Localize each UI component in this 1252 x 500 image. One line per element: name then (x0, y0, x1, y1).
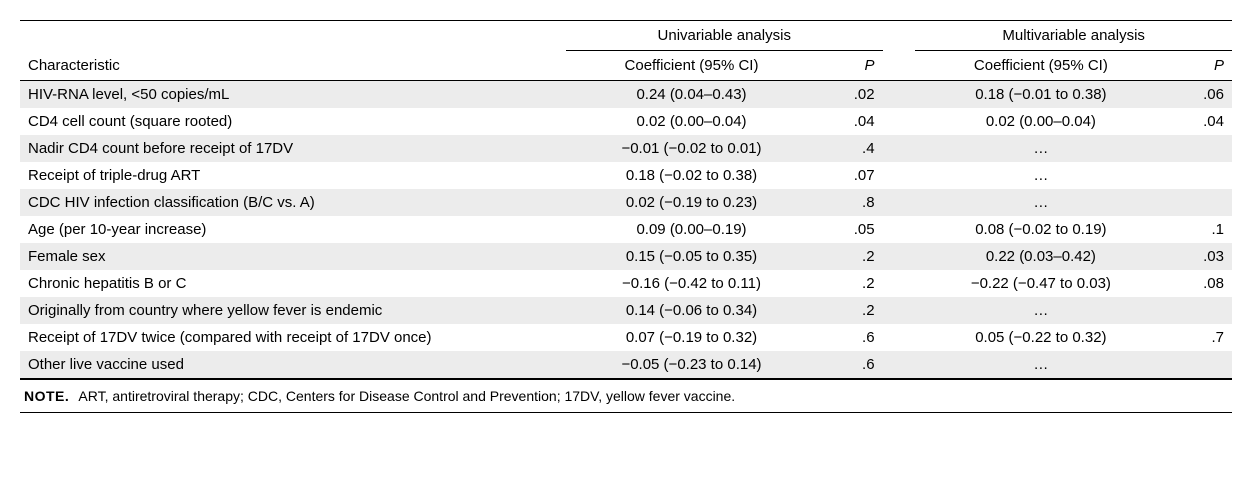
cell-uni-p: .2 (817, 297, 883, 324)
cell-characteristic: CD4 cell count (square rooted) (20, 108, 566, 135)
table-row: Female sex0.15 (−0.05 to 0.35).2 0.22 (0.… (20, 243, 1232, 270)
header-gap-2 (883, 51, 916, 81)
header-multi-p: P (1166, 51, 1232, 81)
cell-multi-coef: 0.05 (−0.22 to 0.32) (915, 324, 1166, 351)
cell-multi-coef: 0.22 (0.03–0.42) (915, 243, 1166, 270)
table-body: HIV-RNA level, <50 copies/mL0.24 (0.04–0… (20, 81, 1232, 379)
cell-uni-p: .02 (817, 81, 883, 109)
note-text: ART, antiretroviral therapy; CDC, Center… (78, 388, 735, 404)
cell-multi-p: .08 (1166, 270, 1232, 297)
header-characteristic: Characteristic (20, 51, 566, 81)
cell-multi-p (1166, 297, 1232, 324)
cell-multi-coef: 0.02 (0.00–0.04) (915, 108, 1166, 135)
cell-multi-p: .1 (1166, 216, 1232, 243)
cell-uni-p: .07 (817, 162, 883, 189)
cell-characteristic: HIV-RNA level, <50 copies/mL (20, 81, 566, 109)
cell-multi-p: .03 (1166, 243, 1232, 270)
cell-gap (883, 189, 916, 216)
header-multi-coef: Coefficient (95% CI) (915, 51, 1166, 81)
table-row: CD4 cell count (square rooted)0.02 (0.00… (20, 108, 1232, 135)
table-row: Chronic hepatitis B or C−0.16 (−0.42 to … (20, 270, 1232, 297)
cell-multi-coef: … (915, 351, 1166, 379)
cell-gap (883, 216, 916, 243)
cell-gap (883, 243, 916, 270)
table-head: Univariable analysis Multivariable analy… (20, 21, 1232, 81)
cell-gap (883, 162, 916, 189)
cell-uni-coef: 0.07 (−0.19 to 0.32) (566, 324, 817, 351)
cell-uni-coef: −0.16 (−0.42 to 0.11) (566, 270, 817, 297)
cell-multi-coef: 0.18 (−0.01 to 0.38) (915, 81, 1166, 109)
cell-gap (883, 351, 916, 379)
regression-table: Univariable analysis Multivariable analy… (20, 20, 1232, 413)
cell-uni-coef: −0.05 (−0.23 to 0.14) (566, 351, 817, 379)
cell-characteristic: Female sex (20, 243, 566, 270)
cell-characteristic: Receipt of triple-drug ART (20, 162, 566, 189)
cell-multi-coef: … (915, 189, 1166, 216)
cell-gap (883, 270, 916, 297)
table-row: Other live vaccine used−0.05 (−0.23 to 0… (20, 351, 1232, 379)
table-row: HIV-RNA level, <50 copies/mL0.24 (0.04–0… (20, 81, 1232, 109)
cell-characteristic: Nadir CD4 count before receipt of 17DV (20, 135, 566, 162)
cell-multi-coef: … (915, 135, 1166, 162)
table: Univariable analysis Multivariable analy… (20, 20, 1232, 379)
cell-gap (883, 297, 916, 324)
note-label: NOTE. (24, 388, 69, 404)
cell-gap (883, 81, 916, 109)
header-univariable: Univariable analysis (566, 21, 883, 51)
table-row: Receipt of 17DV twice (compared with rec… (20, 324, 1232, 351)
cell-uni-coef: −0.01 (−0.02 to 0.01) (566, 135, 817, 162)
table-row: Receipt of triple-drug ART0.18 (−0.02 to… (20, 162, 1232, 189)
cell-multi-p (1166, 162, 1232, 189)
cell-multi-coef: −0.22 (−0.47 to 0.03) (915, 270, 1166, 297)
cell-uni-coef: 0.18 (−0.02 to 0.38) (566, 162, 817, 189)
cell-characteristic: Chronic hepatitis B or C (20, 270, 566, 297)
cell-uni-p: .6 (817, 351, 883, 379)
cell-uni-p: .8 (817, 189, 883, 216)
cell-gap (883, 135, 916, 162)
cell-characteristic: CDC HIV infection classification (B/C vs… (20, 189, 566, 216)
table-note: NOTE. ART, antiretroviral therapy; CDC, … (20, 380, 1232, 412)
cell-uni-coef: 0.24 (0.04–0.43) (566, 81, 817, 109)
table-row: Nadir CD4 count before receipt of 17DV−0… (20, 135, 1232, 162)
cell-uni-coef: 0.15 (−0.05 to 0.35) (566, 243, 817, 270)
cell-multi-p (1166, 189, 1232, 216)
table-row: Age (per 10-year increase)0.09 (0.00–0.1… (20, 216, 1232, 243)
table-row: CDC HIV infection classification (B/C vs… (20, 189, 1232, 216)
table-row: Originally from country where yellow fev… (20, 297, 1232, 324)
cell-multi-coef: … (915, 162, 1166, 189)
cell-uni-coef: 0.02 (0.00–0.04) (566, 108, 817, 135)
header-uni-p: P (817, 51, 883, 81)
cell-characteristic: Receipt of 17DV twice (compared with rec… (20, 324, 566, 351)
cell-multi-p: .04 (1166, 108, 1232, 135)
cell-characteristic: Age (per 10-year increase) (20, 216, 566, 243)
cell-uni-p: .05 (817, 216, 883, 243)
cell-uni-p: .4 (817, 135, 883, 162)
cell-uni-p: .04 (817, 108, 883, 135)
cell-multi-p (1166, 135, 1232, 162)
cell-gap (883, 324, 916, 351)
header-blank (20, 21, 566, 51)
cell-characteristic: Originally from country where yellow fev… (20, 297, 566, 324)
cell-gap (883, 108, 916, 135)
cell-characteristic: Other live vaccine used (20, 351, 566, 379)
cell-uni-coef: 0.09 (0.00–0.19) (566, 216, 817, 243)
header-multivariable: Multivariable analysis (915, 21, 1232, 51)
cell-multi-coef: … (915, 297, 1166, 324)
cell-uni-p: .2 (817, 270, 883, 297)
cell-uni-p: .2 (817, 243, 883, 270)
cell-uni-coef: 0.02 (−0.19 to 0.23) (566, 189, 817, 216)
cell-multi-p (1166, 351, 1232, 379)
cell-multi-coef: 0.08 (−0.02 to 0.19) (915, 216, 1166, 243)
cell-multi-p: .7 (1166, 324, 1232, 351)
header-uni-coef: Coefficient (95% CI) (566, 51, 817, 81)
cell-multi-p: .06 (1166, 81, 1232, 109)
cell-uni-p: .6 (817, 324, 883, 351)
cell-uni-coef: 0.14 (−0.06 to 0.34) (566, 297, 817, 324)
header-gap (883, 21, 916, 51)
